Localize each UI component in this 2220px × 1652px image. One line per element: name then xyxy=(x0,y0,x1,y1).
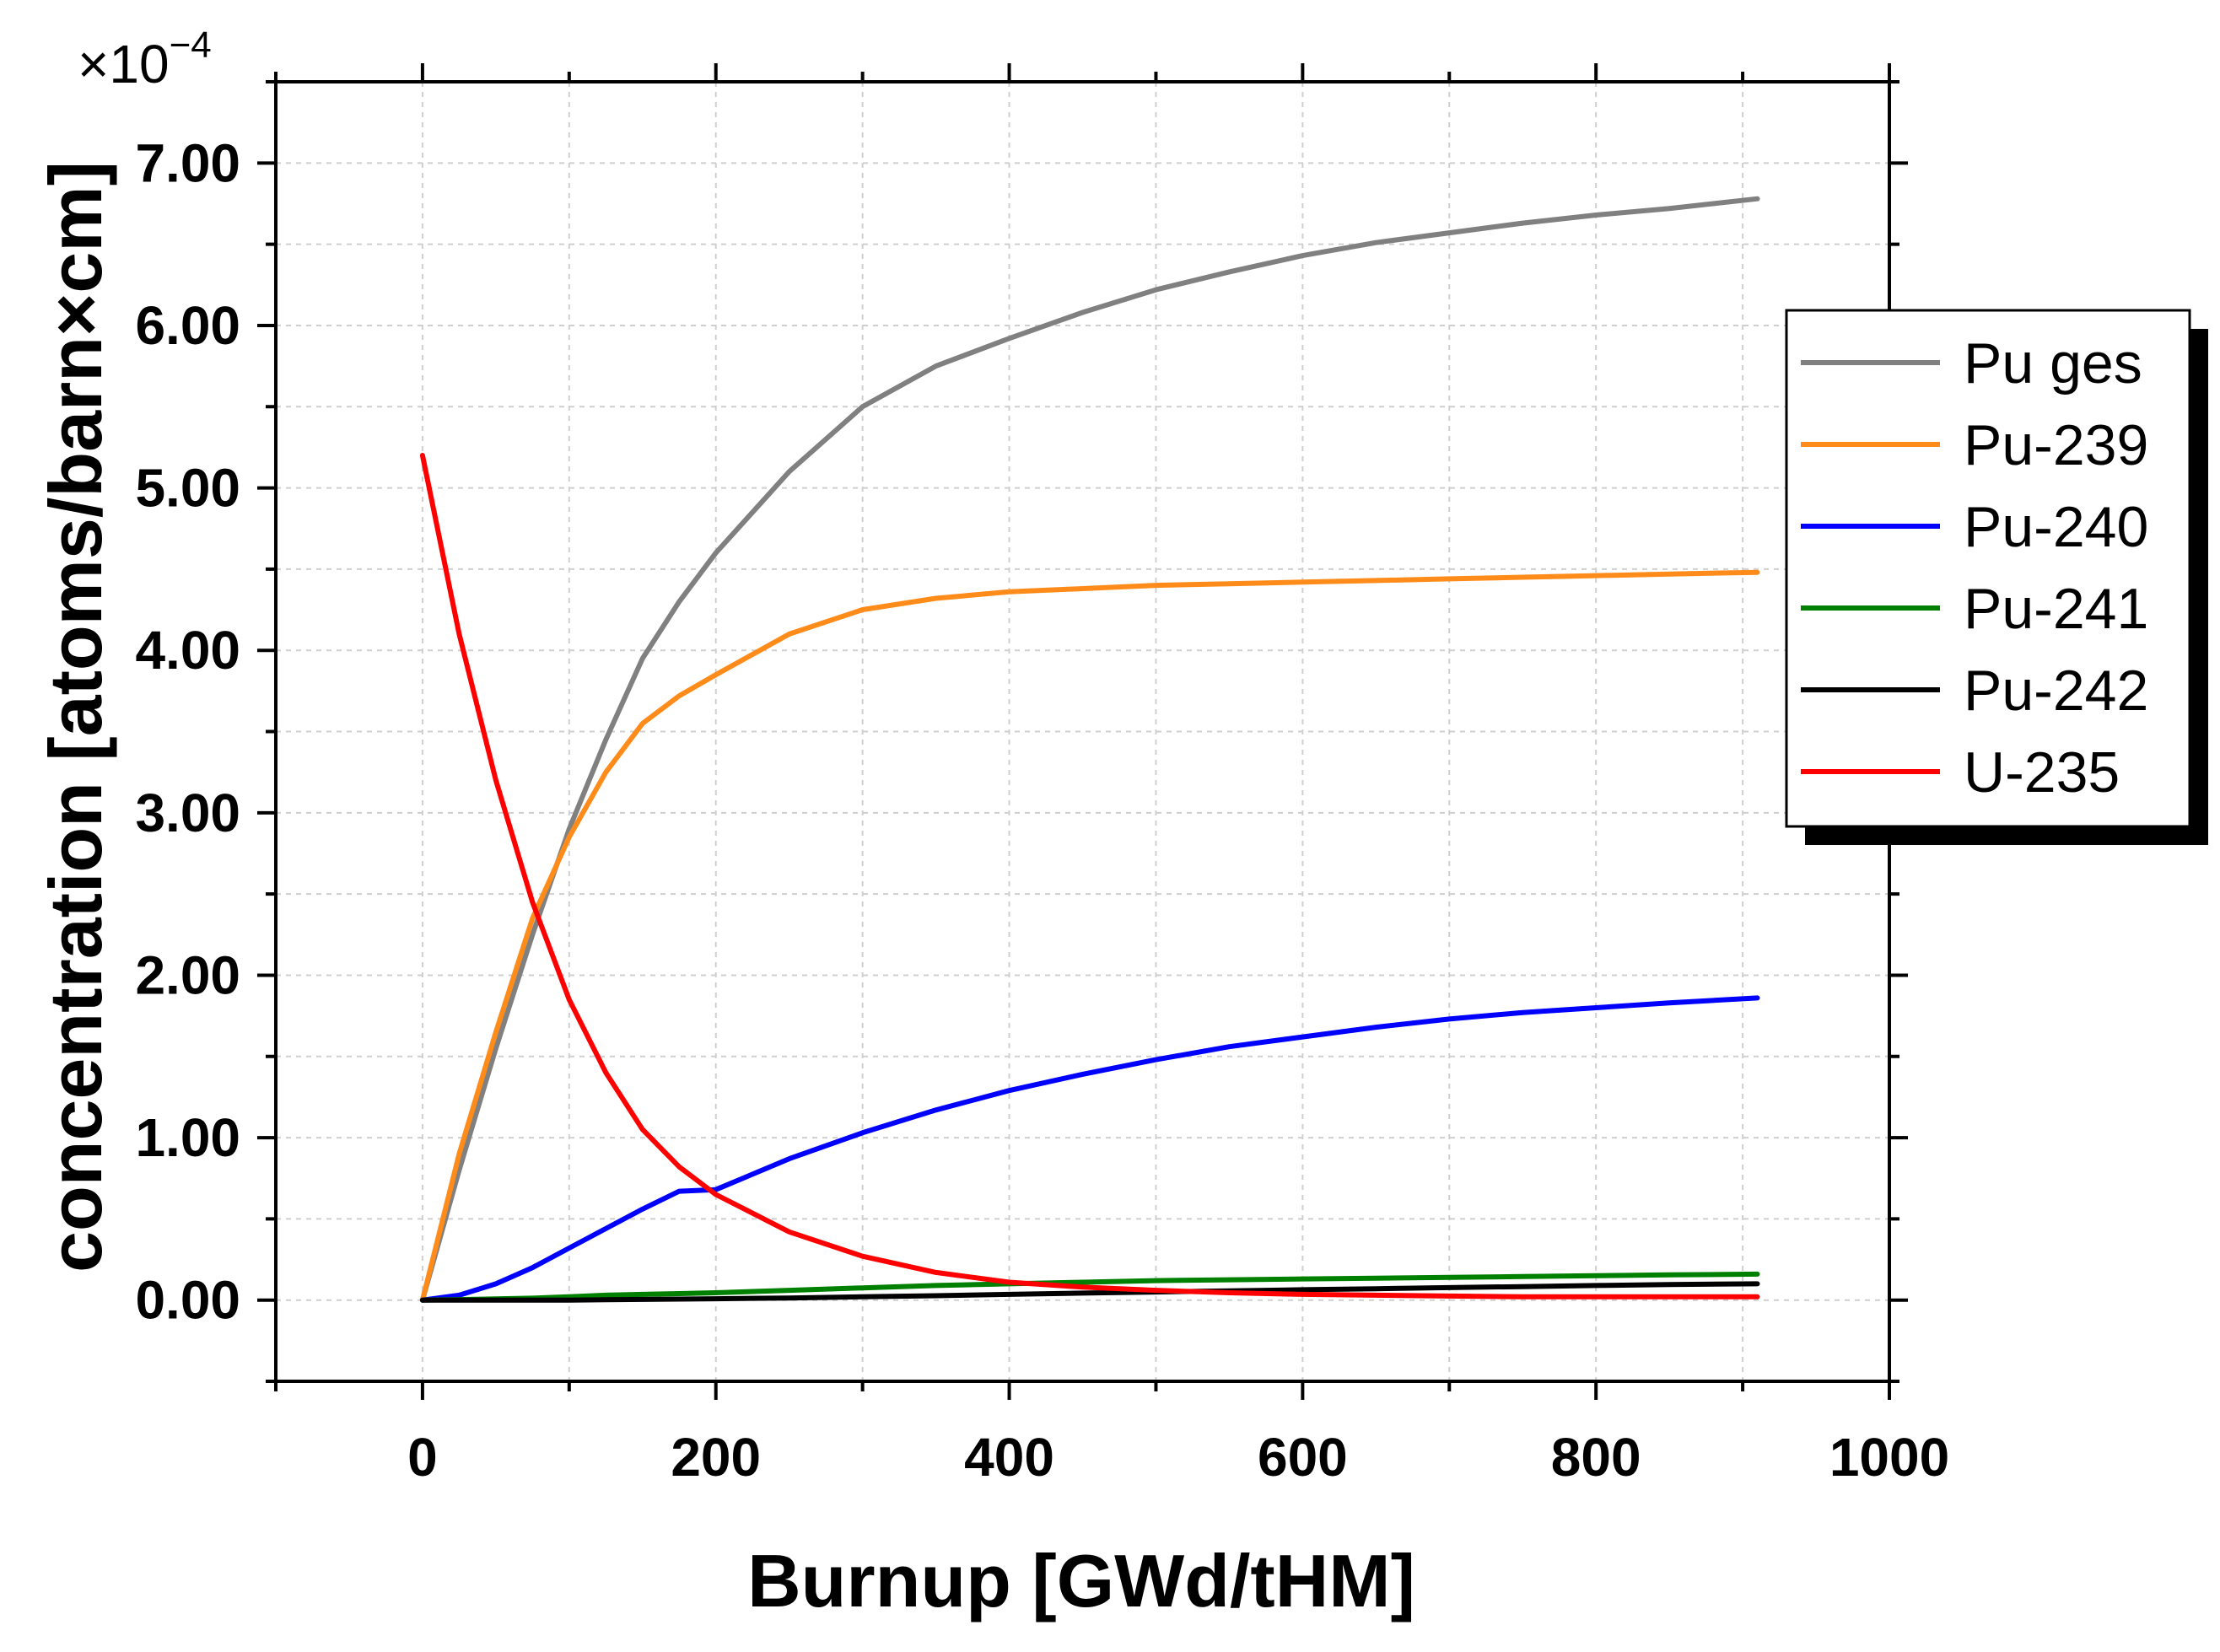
y-tick-label: 6.00 xyxy=(135,295,240,356)
y-multiplier: ×10−4 xyxy=(78,24,212,94)
series-line-pu-241 xyxy=(419,1271,1760,1303)
legend-label-u-235: U-235 xyxy=(1964,740,2120,804)
x-tick-label: 0 xyxy=(407,1427,438,1488)
series-line-pu-239 xyxy=(419,569,1760,1303)
x-tick-label: 600 xyxy=(1258,1427,1348,1488)
y-tick-label: 0.00 xyxy=(135,1270,240,1331)
x-axis-title: Burnup [GWd/tHM] xyxy=(747,1539,1415,1622)
series-line-pu-242 xyxy=(419,1281,1760,1303)
legend-box xyxy=(1785,309,2191,828)
legend: Pu ges Pu-239 Pu-240 Pu-241 Pu-242 U-235 xyxy=(1785,309,2208,845)
series-line-pu-240 xyxy=(419,995,1760,1303)
y-tick-label: 5.00 xyxy=(135,458,240,519)
grid xyxy=(275,81,1890,1382)
series-line-u-235 xyxy=(419,453,1760,1300)
legend-label-pu-239: Pu-239 xyxy=(1964,413,2148,477)
legend-label-pu-240: Pu-240 xyxy=(1964,495,2148,559)
y-tick-label: 4.00 xyxy=(135,620,240,681)
y-tick-label: 2.00 xyxy=(135,944,240,1005)
series-group xyxy=(419,196,1760,1303)
legend-label-pu-ges: Pu ges xyxy=(1964,331,2142,396)
legend-label-pu-241: Pu-241 xyxy=(1964,577,2148,641)
y-tick-label: 3.00 xyxy=(135,783,240,843)
legend-label-pu-242: Pu-242 xyxy=(1964,659,2148,723)
y-tick-label: 7.00 xyxy=(135,132,240,193)
x-tick-label: 200 xyxy=(671,1427,761,1488)
y-axis-title: concentration [atoms/barn×cm] xyxy=(34,161,117,1273)
y-tick-label: 1.00 xyxy=(135,1107,240,1168)
x-tick-label: 400 xyxy=(964,1427,1054,1488)
y-multiplier-base: ×10 xyxy=(78,34,170,94)
y-multiplier-exponent: −4 xyxy=(170,24,212,66)
tick-labels: 0 200 400 600 800 1000 0.00 1.00 2.00 3.00 4.00 5.0… xyxy=(135,132,1949,1488)
x-tick-label: 1000 xyxy=(1829,1427,1949,1488)
x-tick-label: 800 xyxy=(1551,1427,1641,1488)
